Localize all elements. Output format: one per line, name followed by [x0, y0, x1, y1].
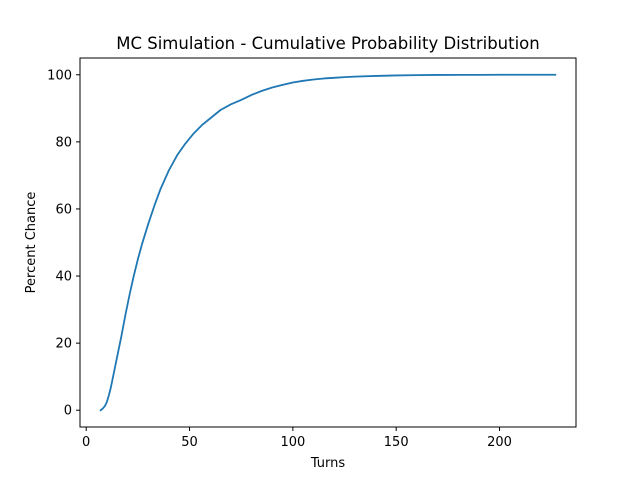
y-tick-label: 100 — [47, 68, 72, 83]
axes-frame — [79, 57, 577, 428]
y-tick-label: 60 — [55, 202, 72, 217]
chart-title: MC Simulation - Cumulative Probability D… — [116, 34, 539, 53]
y-tick-label: 20 — [55, 337, 72, 352]
x-tick-label: 50 — [181, 435, 198, 450]
y-axis: 0 20 40 60 80 100 — [47, 68, 80, 419]
x-tick-label: 0 — [82, 435, 90, 450]
y-tick-label: 80 — [55, 135, 72, 150]
x-tick-label: 200 — [487, 435, 512, 450]
y-axis-label: Percent Chance — [24, 192, 39, 294]
x-tick-label: 150 — [384, 435, 409, 450]
y-tick-label: 0 — [64, 404, 72, 419]
plot-area: 0 20 40 60 80 100 0 50 100 150 200 — [47, 57, 577, 450]
x-tick-label: 100 — [280, 435, 305, 450]
x-axis-label: Turns — [310, 456, 346, 471]
x-axis: 0 50 100 150 200 — [82, 427, 512, 450]
y-tick-label: 40 — [55, 270, 72, 285]
series-line — [99, 73, 557, 412]
series-layer — [99, 73, 557, 412]
